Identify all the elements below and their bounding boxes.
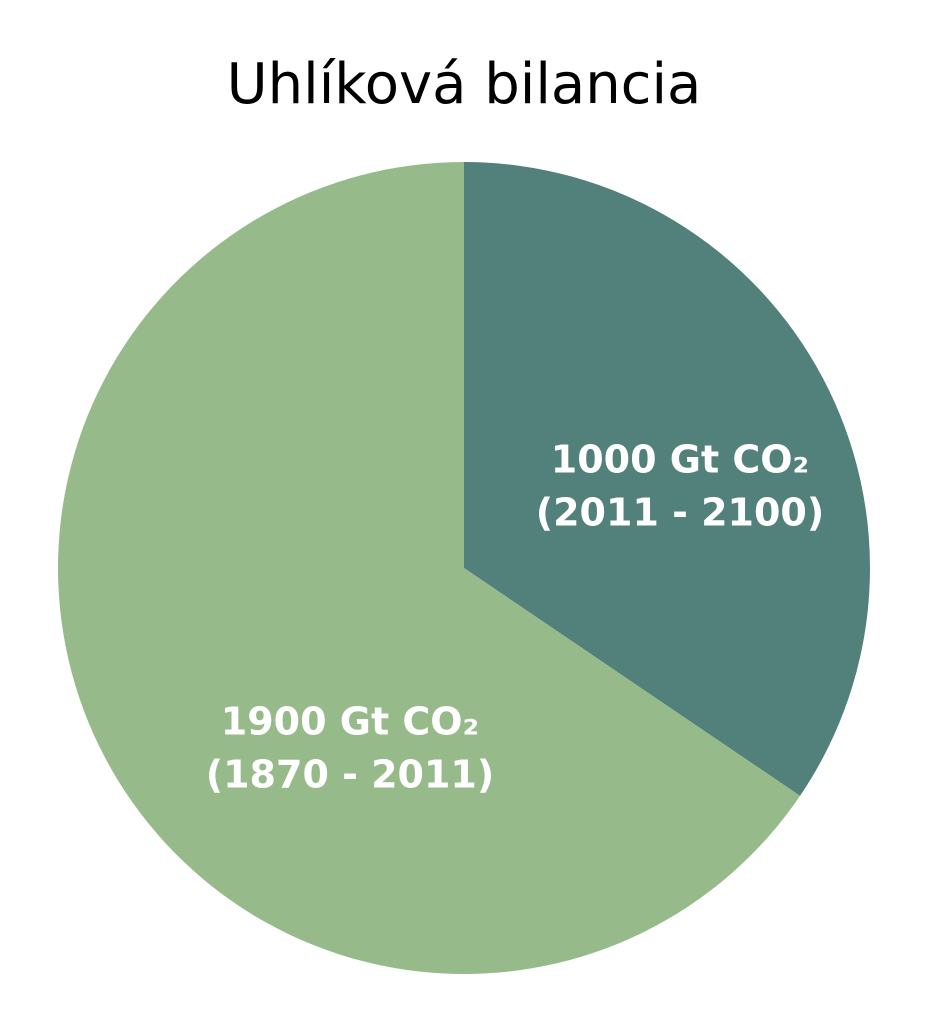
pie-slice [58,162,801,974]
category-label: (2011 - 2100) [536,491,825,535]
pie-slice [464,162,871,796]
data-label: 1900 Gt CO₂ [221,700,479,744]
category-label: (1870 - 2011) [206,753,495,797]
chart-title: Uhlíková bilancia [227,52,702,117]
data-label: 1000 Gt CO₂ [551,438,809,482]
